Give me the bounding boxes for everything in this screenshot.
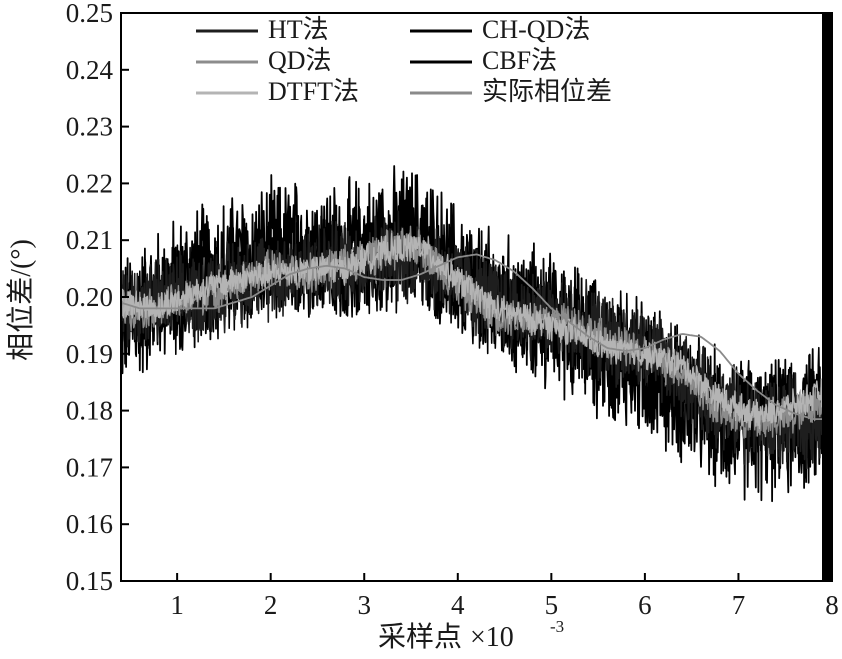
right-edge-band	[822, 13, 832, 581]
legend-label: QD法	[268, 46, 332, 75]
x-tick-label: 5	[545, 590, 559, 620]
y-tick-label: 0.19	[66, 339, 113, 369]
y-tick-label: 0.25	[66, 0, 113, 28]
y-tick-label: 0.24	[66, 55, 114, 85]
legend-entry-bg	[406, 76, 656, 106]
x-tick-label: 4	[451, 590, 465, 620]
x-axis-title: 采样点	[378, 621, 462, 653]
legend-label: HT法	[268, 15, 329, 44]
y-tick-label: 0.21	[66, 225, 113, 255]
legend-entry-bg	[406, 45, 656, 75]
y-tick-label: 0.15	[66, 566, 113, 596]
legend-entry-bg	[192, 76, 442, 106]
y-axis-title: 相位差/(°)	[5, 239, 37, 361]
y-tick-label: 0.17	[66, 452, 113, 482]
x-tick-label: 1	[170, 590, 184, 620]
legend-entry-bg	[192, 45, 442, 75]
y-tick-label: 0.23	[66, 112, 113, 142]
x-tick-label: 6	[638, 590, 652, 620]
x-tick-label: 8	[825, 590, 839, 620]
y-tick-label: 0.20	[66, 282, 113, 312]
axis-ticks: 1 2 3 4 5 6 7 8 0.15 0.16 0.17 0.18 0.19 0.20 0.21 0.22…	[66, 0, 839, 620]
x-tick-label: 7	[732, 590, 746, 620]
legend-label: DTFT法	[268, 77, 359, 106]
legend-label: CH-QD法	[482, 15, 590, 44]
legend-label: CBF法	[482, 46, 557, 75]
x-tick-label: 2	[264, 590, 278, 620]
series-line-实际相位差	[121, 253, 832, 420]
series-line-HT法	[121, 210, 832, 470]
legend-label: 实际相位差	[482, 77, 612, 106]
y-tick-label: 0.22	[66, 168, 113, 198]
x-axis-exponent: -3	[550, 617, 564, 636]
x-tick-label: 3	[357, 590, 371, 620]
y-tick-label: 0.16	[66, 509, 113, 539]
legend-entry-bg	[192, 14, 442, 44]
x-axis-multiplier: ×10	[470, 622, 514, 653]
y-tick-label: 0.18	[66, 396, 113, 426]
legend-entry-bg	[406, 14, 656, 44]
series-line-DTFT法	[121, 233, 832, 430]
